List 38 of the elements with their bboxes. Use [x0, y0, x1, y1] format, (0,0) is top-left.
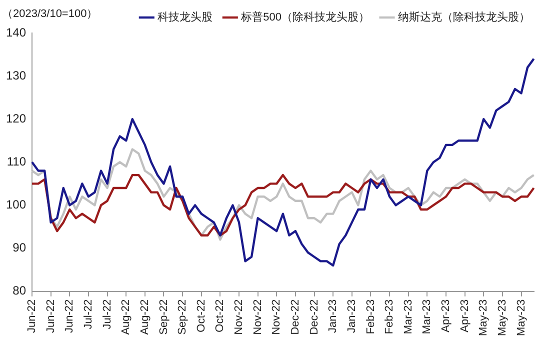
y-axis-title: （2023/3/10=100） — [2, 8, 98, 20]
x-tick-label: Jun-22 — [44, 299, 57, 333]
x-tick-label: Sep-22 — [158, 299, 170, 335]
x-tick-label: Sep-22 — [176, 299, 189, 335]
y-tick-label: 120 — [6, 111, 26, 126]
y-tick-label: 110 — [6, 154, 26, 168]
legend-label: 科技龙头股 — [158, 10, 213, 24]
x-tick-label: Mar-23 — [402, 299, 414, 334]
x-tick-label: Aug-22 — [120, 299, 132, 335]
legend-label: 标普500（除科技龙头股） — [240, 10, 370, 24]
x-tick-label: Jan-23 — [346, 299, 358, 333]
y-tick-label: 130 — [6, 68, 26, 82]
x-tick-label: Apr-23 — [458, 299, 471, 332]
x-tick-label: Dec-22 — [308, 299, 320, 335]
x-tick-label: Jan-23 — [327, 299, 340, 333]
x-tick-label: May-23 — [496, 299, 508, 336]
x-tick-label: May-23 — [478, 299, 490, 336]
x-tick-label: May-23 — [515, 299, 528, 336]
x-tick-label: Nov-22 — [252, 299, 264, 335]
x-tick-label: Jun-22 — [26, 299, 38, 333]
x-tick-label: Nov-22 — [233, 299, 246, 335]
x-tick-label: Oct-22 — [214, 299, 226, 332]
x-tick-label: Aug-22 — [138, 299, 151, 335]
x-tick-label: Oct-22 — [195, 299, 208, 332]
x-tick-label: Mar-23 — [421, 299, 434, 334]
x-tick-label: Dec-22 — [289, 299, 302, 335]
x-tick-label: Feb-23 — [364, 299, 377, 334]
legend-label: 纳斯达克（除科技龙头股） — [398, 10, 530, 24]
y-tick-label: 80 — [12, 284, 26, 298]
y-tick-label: 90 — [12, 240, 26, 255]
x-tick-label: Jun-22 — [64, 299, 76, 333]
x-tick-label: Jul-22 — [101, 299, 114, 330]
x-tick-label: Apr-23 — [440, 299, 452, 332]
y-tick-label: 100 — [6, 198, 26, 212]
x-tick-label: Feb-23 — [384, 299, 396, 334]
x-tick-label: Nov-22 — [270, 299, 283, 335]
x-tick-label: Jul-22 — [82, 299, 95, 330]
y-tick-label: 140 — [6, 25, 26, 40]
